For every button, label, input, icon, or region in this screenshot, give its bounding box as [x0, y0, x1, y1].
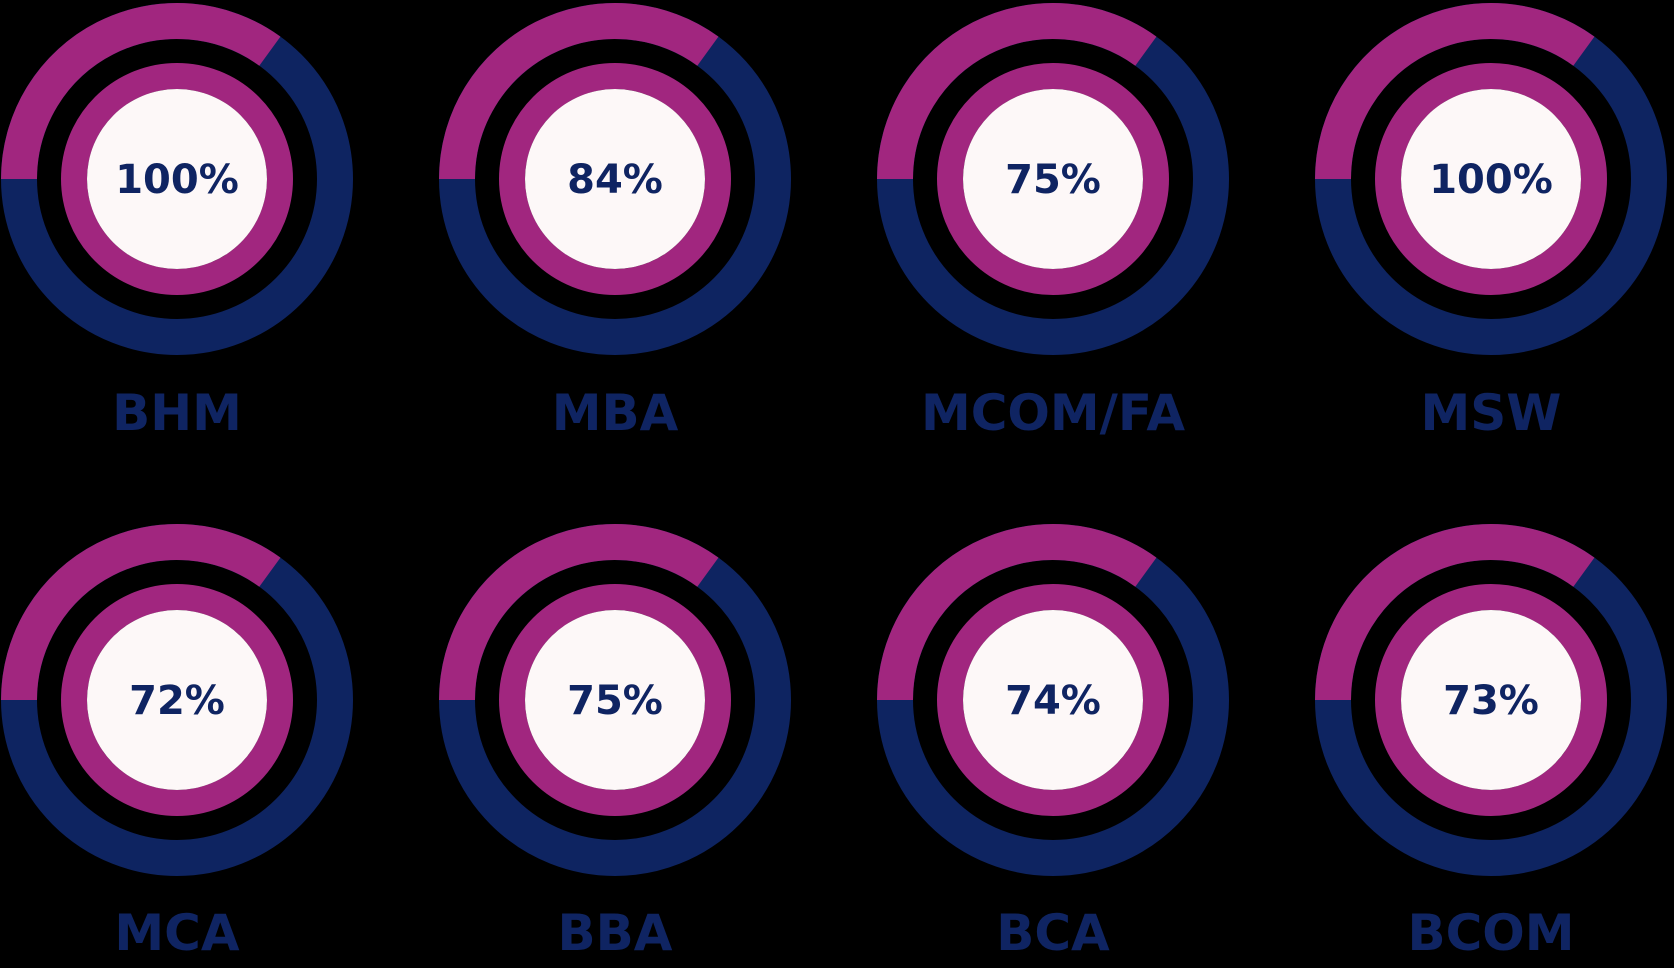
outer-ring-segment — [877, 3, 1157, 180]
center-disc — [963, 610, 1143, 790]
course-label: BBA — [558, 904, 673, 962]
inner-ring — [499, 584, 731, 816]
center-disc — [87, 610, 267, 790]
course-label: BCA — [996, 904, 1110, 962]
inner-ring — [499, 63, 731, 295]
outer-ring-segment — [1, 524, 281, 701]
center-disc — [1401, 610, 1581, 790]
center-disc — [525, 89, 705, 269]
percentage-label: 75% — [567, 678, 663, 724]
outer-ring-segment — [1315, 3, 1595, 180]
percentage-label: 73% — [1443, 678, 1539, 724]
percentage-label: 100% — [1429, 157, 1553, 203]
inner-ring — [61, 63, 293, 295]
outer-ring-segment — [439, 524, 719, 701]
center-disc — [525, 610, 705, 790]
inner-ring — [61, 584, 293, 816]
center-disc — [1401, 89, 1581, 269]
inner-ring — [1375, 584, 1607, 816]
outer-ring-segment — [1, 3, 281, 180]
course-label: MSW — [1421, 384, 1562, 442]
outer-ring-segment — [439, 3, 719, 180]
course-label: BHM — [112, 384, 242, 442]
course-label: MCOM/FA — [921, 384, 1185, 442]
percentage-label: 84% — [567, 157, 663, 203]
percentage-label: 75% — [1005, 157, 1101, 203]
outer-ring-segment — [1315, 524, 1595, 701]
percentage-label: 74% — [1005, 678, 1101, 724]
percentage-label: 100% — [115, 157, 239, 203]
outer-ring-segment — [877, 524, 1157, 701]
course-label: MCA — [114, 904, 239, 962]
course-label: BCOM — [1407, 904, 1574, 962]
center-disc — [963, 89, 1143, 269]
inner-ring — [937, 63, 1169, 295]
inner-ring — [937, 584, 1169, 816]
inner-ring — [1375, 63, 1607, 295]
center-disc — [87, 89, 267, 269]
percentage-label: 72% — [129, 678, 225, 724]
course-label: MBA — [552, 384, 679, 442]
